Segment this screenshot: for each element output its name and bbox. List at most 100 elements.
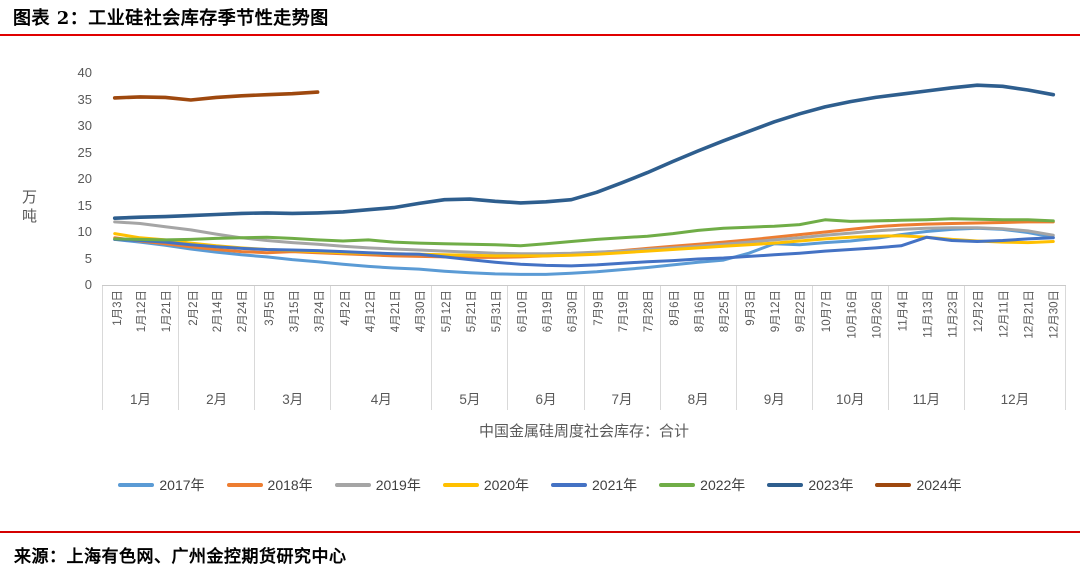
x-tick-label: 2月24日 — [237, 290, 250, 333]
x-tick-label: 8月6日 — [669, 290, 682, 326]
x-axis: 1月3日 1月12日 1月21日 1月 2月2日 2月14日 2月24日 2月 3月5日 3月15… — [102, 285, 1066, 410]
y-tick-label: 25 — [77, 144, 92, 160]
x-tick-slot: 10月7日 — [813, 286, 838, 383]
series-line-2022年 — [113, 217, 1055, 248]
legend-label: 2020年 — [483, 477, 529, 493]
legend-label: 2021年 — [592, 477, 638, 493]
x-tick-slot: 8月6日 — [661, 286, 686, 383]
legend-swatch — [551, 483, 587, 487]
x-tick-label: 3月15日 — [288, 290, 301, 333]
x-tick-slot: 9月12日 — [762, 286, 787, 383]
x-tick-slot: 4月21日 — [381, 286, 406, 383]
x-tick-label: 12月30日 — [1048, 290, 1061, 339]
plot-row: 万吨 40 35 30 25 20 15 10 5 0 — [0, 65, 1066, 292]
y-tick-label: 10 — [77, 224, 92, 239]
x-month-group: 10月7日 10月16日 10月26日 10月 — [813, 286, 889, 410]
x-tick-slot: 8月16日 — [686, 286, 711, 383]
x-month-group: 1月3日 1月12日 1月21日 1月 — [102, 286, 180, 410]
x-tick-label: 8月25日 — [719, 290, 732, 333]
x-tick-label: 7月28日 — [643, 290, 656, 333]
x-tick-slot: 11月23日 — [939, 286, 964, 383]
x-tick-slot: 5月21日 — [457, 286, 482, 383]
chart: 万吨 40 35 30 25 20 15 10 5 0 1月3日 1月12日 1月21日 1月 2月2日… — [0, 65, 1080, 441]
x-tick-slot: 7月19日 — [610, 286, 635, 383]
x-month-label: 8月 — [687, 392, 709, 407]
series-line-2023年 — [112, 83, 1056, 220]
legend-item: 2024年 — [875, 475, 962, 495]
y-tick-label: 30 — [77, 118, 92, 133]
footer: 来源：上海有色网、广州金控期货研究中心 — [0, 531, 1080, 579]
x-tick-label: 4月21日 — [389, 290, 402, 333]
legend: 2017年 2018年 2019年 2020年 2021年 2022年 2023年 2024年 — [0, 475, 1080, 495]
legend-label: 2017年 — [159, 477, 205, 493]
x-tick-slot: 3月24日 — [305, 286, 330, 383]
x-month-label: 2月 — [206, 392, 228, 407]
legend-label: 2024年 — [916, 477, 962, 493]
x-month-label: 6月 — [535, 392, 557, 407]
series-line-2021年 — [113, 235, 1055, 268]
y-axis-unit: 万吨 — [0, 73, 52, 285]
legend-item: 2019年 — [334, 475, 421, 495]
legend-label: 2022年 — [700, 477, 746, 493]
y-tick-label: 15 — [77, 197, 92, 213]
x-tick-slot: 1月12日 — [128, 286, 153, 383]
title-divider — [0, 34, 1080, 36]
x-tick-label: 11月4日 — [897, 290, 910, 332]
x-month-group: 7月9日 7月19日 7月28日 7月 — [585, 286, 661, 410]
x-tick-label: 1月3日 — [111, 290, 124, 326]
line-chart-canvas — [112, 83, 1056, 276]
x-tick-slot: 6月19日 — [533, 286, 558, 383]
x-tick-slot: 10月16日 — [838, 286, 863, 383]
y-tick-label: 40 — [77, 65, 92, 80]
plot-area — [102, 73, 1066, 285]
legend-swatch — [659, 483, 696, 487]
x-tick-label: 10月26日 — [871, 290, 884, 339]
x-tick-slot: 12月11日 — [990, 286, 1015, 383]
x-tick-label: 3月5日 — [263, 290, 276, 326]
x-month-group: 8月6日 8月16日 8月25日 8月 — [661, 286, 737, 410]
footer-divider — [0, 531, 1080, 533]
y-axis-unit-label: 万吨 — [22, 188, 38, 226]
x-tick-label: 7月9日 — [593, 290, 606, 326]
x-tick-label: 1月12日 — [136, 290, 149, 333]
x-tick-slot: 8月25日 — [711, 286, 736, 383]
x-tick-label: 12月11日 — [998, 290, 1011, 338]
x-tick-slot: 1月21日 — [153, 286, 178, 383]
x-tick-slot: 4月12日 — [356, 286, 381, 383]
y-tick-label: 5 — [84, 250, 92, 266]
x-tick-label: 9月22日 — [795, 290, 808, 333]
x-month-label: 12月 — [1000, 392, 1030, 407]
x-tick-slot: 5月31日 — [482, 286, 507, 383]
x-tick-label: 10月16日 — [846, 290, 859, 339]
x-tick-slot: 2月24日 — [229, 286, 254, 383]
x-tick-slot: 3月15日 — [280, 286, 305, 383]
x-tick-slot: 6月30日 — [558, 286, 583, 383]
x-tick-label: 4月30日 — [414, 290, 427, 333]
series-line-2024年 — [112, 90, 320, 102]
x-tick-label: 6月30日 — [567, 290, 579, 333]
x-tick-slot: 5月12日 — [432, 286, 457, 383]
x-tick-label: 4月2日 — [339, 290, 352, 326]
legend-swatch — [226, 483, 263, 487]
x-tick-slot: 3月5日 — [255, 286, 280, 383]
x-tick-slot: 11月4日 — [889, 286, 914, 383]
x-month-group: 11月4日 11月13日 11月23日 11月 — [889, 286, 965, 410]
x-month-label: 5月 — [459, 392, 481, 407]
x-tick-slot: 7月28日 — [635, 286, 660, 383]
x-month-group: 3月5日 3月15日 3月24日 3月 — [255, 286, 332, 410]
y-tick-label: 0 — [84, 277, 92, 292]
legend-swatch — [767, 483, 804, 487]
x-tick-slot: 10月26日 — [863, 286, 888, 383]
x-tick-label: 9月12日 — [770, 290, 783, 333]
x-tick-label: 1月21日 — [161, 290, 174, 333]
legend-swatch — [334, 483, 371, 487]
x-tick-label: 7月19日 — [618, 290, 631, 333]
legend-item: 2018年 — [226, 475, 313, 495]
x-month-label: 10月 — [836, 392, 865, 407]
legend-label: 2023年 — [808, 477, 854, 493]
x-tick-slot: 9月3日 — [737, 286, 762, 383]
legend-item: 2017年 — [118, 475, 205, 495]
x-tick-label: 9月3日 — [745, 290, 758, 326]
x-tick-label: 6月10日 — [516, 290, 529, 333]
x-tick-label: 12月2日 — [973, 290, 986, 333]
